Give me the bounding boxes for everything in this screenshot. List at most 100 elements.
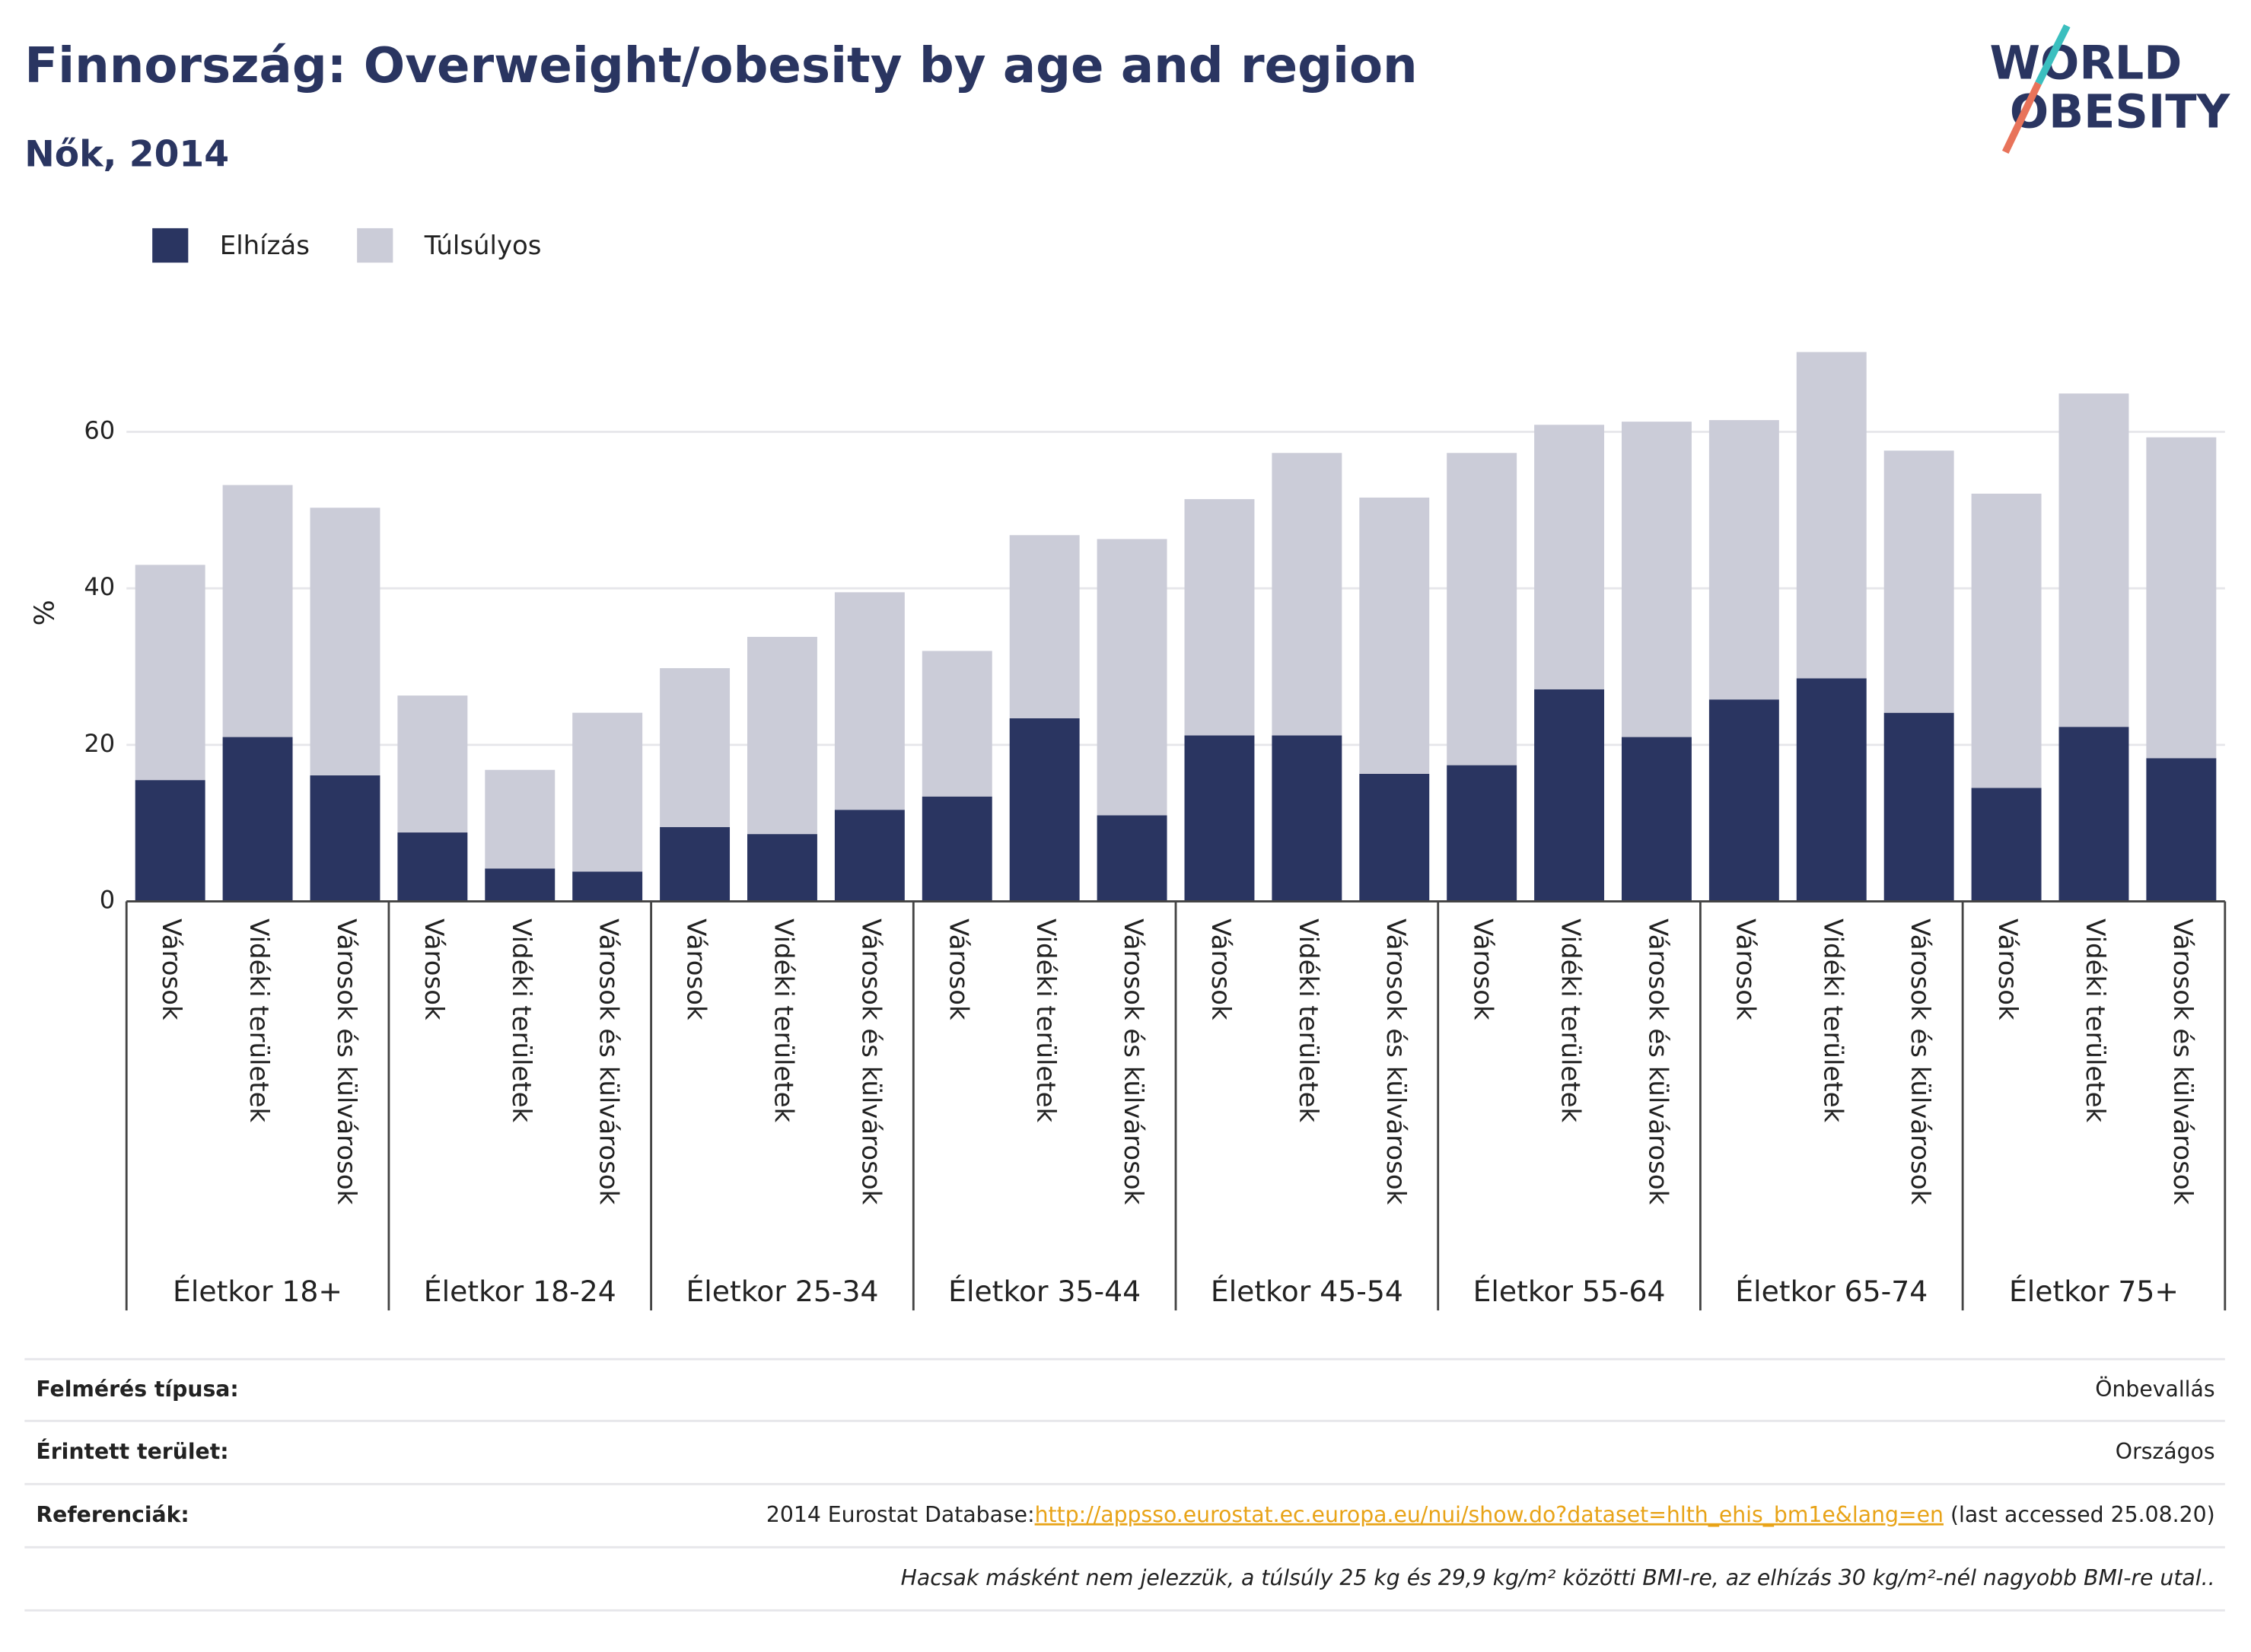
logo-text: OBESITY	[2010, 85, 2231, 138]
x-tick-label: Városok és külvárosok	[594, 918, 624, 1205]
bar-segment	[1883, 712, 1954, 902]
bar-segment	[1184, 498, 1255, 736]
x-tick-label: Városok	[1992, 918, 2023, 1020]
bar-segment	[747, 834, 817, 902]
group-label: Életkor 18+	[173, 1275, 342, 1308]
x-tick-label: Vidéki területek	[1555, 918, 1586, 1122]
logo-slash	[2001, 81, 2042, 154]
bar-segment	[660, 826, 731, 902]
y-tick-label: 20	[84, 729, 115, 758]
legend-swatch	[152, 228, 189, 263]
bar-segment	[1184, 735, 1255, 902]
x-tick-label: Városok és külvárosok	[331, 918, 361, 1205]
bar-segment	[135, 780, 205, 902]
x-tick-label: Városok és külvárosok	[1118, 918, 1148, 1205]
footer-label: Érintett terület:	[36, 1438, 228, 1464]
group-label: Életkor 65-74	[1735, 1275, 1928, 1308]
bar-segment	[922, 796, 992, 902]
bar-segment	[397, 832, 468, 902]
x-tick-label: Városok és külvárosok	[1380, 918, 1411, 1205]
footer-value: Országos	[2116, 1439, 2215, 1464]
bar-segment	[1272, 453, 1342, 736]
bar-segment	[572, 871, 643, 902]
x-tick-label: Városok	[156, 918, 186, 1020]
group-label: Életkor 25-34	[686, 1275, 878, 1308]
x-tick-label: Városok	[1205, 918, 1236, 1020]
bar-segment	[1359, 497, 1430, 774]
reference-text: (last accessed 25.08.20)	[1944, 1502, 2215, 1527]
bar-segment	[1534, 689, 1605, 902]
footer-reference: 2014 Eurostat Database:http://appsso.eur…	[766, 1502, 2215, 1527]
bar-segment	[485, 769, 556, 869]
x-tick-label: Városok és külvárosok	[855, 918, 886, 1205]
x-tick-label: Vidéki területek	[2080, 918, 2110, 1122]
bar-segment	[2058, 727, 2129, 902]
bar-segment	[834, 592, 905, 810]
bar-segment	[747, 636, 817, 835]
y-tick-label: 40	[84, 572, 115, 601]
reference-text: 2014 Eurostat Database:	[766, 1502, 1035, 1527]
bar-segment	[1097, 815, 1167, 902]
x-tick-label: Városok és külvárosok	[2167, 918, 2198, 1205]
x-tick-label: Városok	[1730, 918, 1760, 1020]
group-label: Életkor 35-44	[948, 1275, 1141, 1308]
group-label: Életkor 45-54	[1211, 1275, 1403, 1308]
bar-segment	[310, 775, 380, 902]
x-tick-label: Városok	[1468, 918, 1498, 1020]
bar-segment	[1622, 737, 1692, 902]
y-tick-label: 0	[100, 886, 115, 915]
x-tick-label: Vidéki területek	[1293, 918, 1323, 1122]
bar-segment	[1622, 422, 1692, 737]
x-tick-label: Vidéki területek	[1030, 918, 1061, 1122]
x-tick-label: Vidéki területek	[244, 918, 274, 1122]
bar-segment	[1796, 352, 1867, 679]
bar-segment	[1272, 735, 1342, 902]
bar-segment	[1097, 539, 1167, 816]
x-tick-label: Vidéki területek	[768, 918, 798, 1122]
bar-segment	[1796, 678, 1867, 902]
x-tick-label: Városok és külvárosok	[1905, 918, 1935, 1205]
bar-segment	[922, 651, 992, 797]
bar-segment	[660, 668, 731, 827]
bar-segment	[485, 868, 556, 902]
reference-link: http://appsso.eurostat.ec.europa.eu/nui/…	[1035, 1502, 1944, 1527]
footer-value: Önbevallás	[2095, 1376, 2214, 1402]
bar-segment	[834, 810, 905, 902]
bar-segment	[1534, 425, 1605, 689]
legend-swatch	[357, 228, 393, 263]
chart-subtitle: Nők, 2014	[24, 134, 229, 176]
legend-label: Túlsúlyos	[424, 231, 542, 261]
x-tick-label: Vidéki területek	[506, 918, 536, 1122]
logo-text: WORLD	[1989, 37, 2182, 90]
group-label: Életkor 55-64	[1473, 1275, 1666, 1308]
bar-segment	[1708, 420, 1779, 700]
x-tick-label: Vidéki területek	[1817, 918, 1848, 1122]
bar-segment	[310, 508, 380, 775]
footer-note: Hacsak másként nem jelezzük, a túlsúly 2…	[901, 1565, 2215, 1590]
bar-segment	[1447, 765, 1517, 902]
bar-segment	[2146, 437, 2217, 759]
chart-title: Finnország: Overweight/obesity by age an…	[24, 37, 1417, 94]
x-tick-label: Városok és külvárosok	[1642, 918, 1673, 1205]
y-axis-label: %	[30, 600, 61, 625]
bar-segment	[222, 485, 293, 737]
logo-slash	[2035, 24, 2071, 85]
bar-segment	[1009, 718, 1080, 902]
footer-label: Felmérés típusa:	[36, 1377, 238, 1402]
bar-segment	[2058, 393, 2129, 727]
bar-segment	[1883, 450, 1954, 713]
bar-segment	[1971, 493, 2042, 788]
bar-segment	[572, 712, 643, 872]
bar-segment	[222, 737, 293, 902]
x-tick-label: Városok	[943, 918, 973, 1020]
bar-segment	[2146, 758, 2217, 902]
bar-segment	[1708, 699, 1779, 902]
group-label: Életkor 75+	[2009, 1275, 2179, 1308]
logo: WORLD OBESITY	[1989, 24, 2231, 154]
bar-segment	[1359, 773, 1430, 902]
group-label: Életkor 18-24	[424, 1275, 616, 1308]
footer-label: Referenciák:	[36, 1502, 189, 1527]
bar-segment	[397, 695, 468, 833]
bar-segment	[1447, 453, 1517, 766]
bar-segment	[1971, 788, 2042, 902]
